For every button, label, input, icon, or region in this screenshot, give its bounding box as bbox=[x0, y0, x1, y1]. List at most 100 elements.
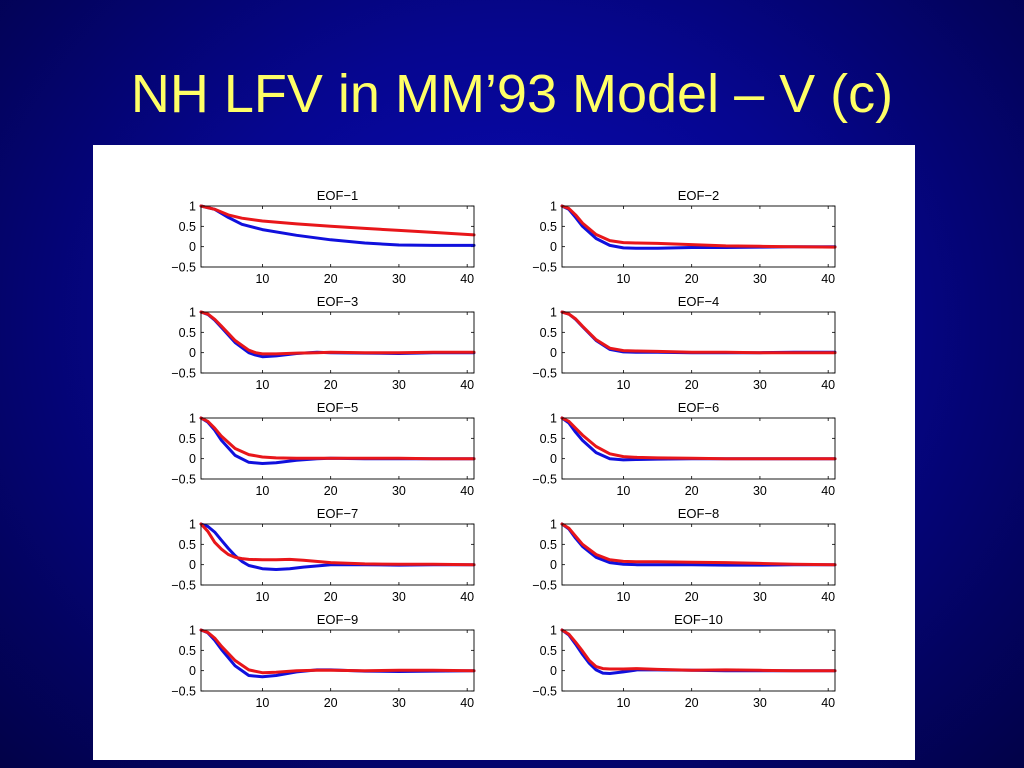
subplot-title: EOF−6 bbox=[678, 400, 720, 415]
series-line-1 bbox=[199, 204, 476, 247]
x-tick-label: 30 bbox=[392, 378, 406, 392]
y-tick-label: 0 bbox=[189, 664, 196, 678]
y-tick-label: 0 bbox=[550, 452, 557, 466]
x-tick-label: 40 bbox=[821, 484, 835, 498]
x-tick-label: 40 bbox=[821, 696, 835, 710]
x-tick-label: 10 bbox=[616, 696, 630, 710]
series-line-2 bbox=[199, 416, 476, 461]
x-tick-label: 30 bbox=[392, 696, 406, 710]
series-line-2 bbox=[199, 310, 476, 356]
subplot-2: EOF−2 10 20 30 40 1 0.5 0 −0.5 bbox=[532, 188, 837, 286]
x-tick-label: 20 bbox=[324, 696, 338, 710]
x-tick-label: 40 bbox=[821, 590, 835, 604]
y-tick-label: −0.5 bbox=[532, 579, 557, 593]
y-tick-label: 0.5 bbox=[179, 220, 196, 234]
subplot-title: EOF−9 bbox=[317, 612, 359, 627]
series-line-2 bbox=[560, 522, 837, 567]
y-tick-label: 0.5 bbox=[540, 644, 557, 658]
subplot-title: EOF−8 bbox=[678, 506, 720, 521]
series-line-1 bbox=[199, 310, 476, 359]
y-tick-label: 1 bbox=[550, 412, 557, 426]
x-tick-label: 20 bbox=[685, 484, 699, 498]
x-tick-label: 40 bbox=[460, 484, 474, 498]
axes-box bbox=[561, 205, 836, 268]
y-tick-label: 1 bbox=[550, 200, 557, 214]
subplot-title: EOF−10 bbox=[674, 612, 723, 627]
x-tick-label: 20 bbox=[685, 272, 699, 286]
y-tick-label: −0.5 bbox=[171, 261, 196, 275]
x-tick-label: 30 bbox=[753, 378, 767, 392]
y-tick-label: −0.5 bbox=[532, 367, 557, 381]
x-tick-label: 40 bbox=[460, 696, 474, 710]
y-tick-label: 0 bbox=[550, 240, 557, 254]
x-tick-label: 30 bbox=[392, 272, 406, 286]
y-tick-label: 0 bbox=[550, 664, 557, 678]
subplot-title: EOF−2 bbox=[678, 188, 720, 203]
y-tick-label: −0.5 bbox=[171, 473, 196, 487]
x-tick-label: 40 bbox=[460, 590, 474, 604]
x-tick-label: 10 bbox=[616, 272, 630, 286]
y-tick-label: 1 bbox=[550, 306, 557, 320]
y-tick-label: 0 bbox=[550, 346, 557, 360]
series-line-2 bbox=[560, 416, 837, 461]
x-tick-label: 10 bbox=[255, 272, 269, 286]
subplot-10: EOF−10 10 20 30 40 1 0.5 0 −0.5 bbox=[532, 612, 837, 710]
series-line-2 bbox=[199, 204, 476, 237]
x-tick-label: 30 bbox=[753, 590, 767, 604]
axes-box bbox=[200, 523, 475, 586]
subplot-7: EOF−7 10 20 30 40 1 0.5 0 −0.5 bbox=[171, 506, 476, 604]
subplot-title: EOF−5 bbox=[317, 400, 359, 415]
y-tick-label: 0.5 bbox=[540, 432, 557, 446]
y-tick-label: 0.5 bbox=[540, 220, 557, 234]
subplot-8: EOF−8 10 20 30 40 1 0.5 0 −0.5 bbox=[532, 506, 837, 604]
y-tick-label: 0 bbox=[189, 346, 196, 360]
x-tick-label: 20 bbox=[685, 696, 699, 710]
figure-panel: EOF−1 10 20 30 40 1 0.5 0 −0.5 EOF−2 10 20 30 40 1 0.5 0… bbox=[93, 145, 915, 760]
subplot-4: EOF−4 10 20 30 40 1 0.5 0 −0.5 bbox=[532, 294, 837, 392]
x-tick-label: 30 bbox=[753, 696, 767, 710]
x-tick-label: 10 bbox=[616, 484, 630, 498]
x-tick-label: 10 bbox=[255, 696, 269, 710]
y-tick-label: −0.5 bbox=[171, 579, 196, 593]
y-tick-label: −0.5 bbox=[532, 473, 557, 487]
x-tick-label: 10 bbox=[616, 590, 630, 604]
y-tick-label: 0 bbox=[189, 452, 196, 466]
subplot-3: EOF−3 10 20 30 40 1 0.5 0 −0.5 bbox=[171, 294, 476, 392]
series-line-1 bbox=[560, 310, 837, 355]
series-line-2 bbox=[560, 310, 837, 355]
x-tick-label: 40 bbox=[460, 272, 474, 286]
subplot-title: EOF−1 bbox=[317, 188, 359, 203]
y-tick-label: 1 bbox=[189, 412, 196, 426]
y-tick-label: 1 bbox=[550, 624, 557, 638]
y-tick-label: 1 bbox=[550, 518, 557, 532]
y-tick-label: −0.5 bbox=[532, 261, 557, 275]
x-tick-label: 20 bbox=[324, 378, 338, 392]
y-tick-label: 0 bbox=[189, 240, 196, 254]
series-line-2 bbox=[560, 628, 837, 673]
series-line-1 bbox=[560, 628, 837, 675]
subplot-6: EOF−6 10 20 30 40 1 0.5 0 −0.5 bbox=[532, 400, 837, 498]
series-line-1 bbox=[560, 204, 837, 250]
subplot-5: EOF−5 10 20 30 40 1 0.5 0 −0.5 bbox=[171, 400, 476, 498]
axes-box bbox=[561, 417, 836, 480]
y-tick-label: 0 bbox=[550, 558, 557, 572]
subplot-title: EOF−3 bbox=[317, 294, 359, 309]
x-tick-label: 10 bbox=[255, 484, 269, 498]
y-tick-label: 1 bbox=[189, 200, 196, 214]
series-line-2 bbox=[199, 628, 476, 675]
x-tick-label: 30 bbox=[392, 590, 406, 604]
axes-box bbox=[561, 523, 836, 586]
series-line-2 bbox=[199, 522, 476, 567]
y-tick-label: 0.5 bbox=[179, 326, 196, 340]
y-tick-label: −0.5 bbox=[171, 367, 196, 381]
y-tick-label: −0.5 bbox=[171, 685, 196, 699]
series-line-1 bbox=[199, 416, 476, 465]
axes-box bbox=[561, 311, 836, 374]
slide-title: NH LFV in MM’93 Model – V (c) bbox=[130, 64, 894, 124]
x-tick-label: 20 bbox=[324, 484, 338, 498]
series-line-1 bbox=[560, 522, 837, 567]
series-line-2 bbox=[560, 204, 837, 249]
subplot-1: EOF−1 10 20 30 40 1 0.5 0 −0.5 bbox=[171, 188, 476, 286]
axes-box bbox=[200, 417, 475, 480]
